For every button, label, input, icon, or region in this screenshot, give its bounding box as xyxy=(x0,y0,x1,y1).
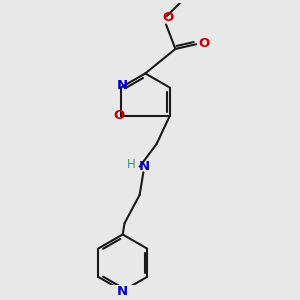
Text: N: N xyxy=(117,285,128,298)
Text: O: O xyxy=(162,11,173,24)
Text: N: N xyxy=(139,160,150,173)
Text: H: H xyxy=(127,158,136,171)
Text: O: O xyxy=(113,109,124,122)
Text: O: O xyxy=(198,37,209,50)
Text: N: N xyxy=(117,79,128,92)
